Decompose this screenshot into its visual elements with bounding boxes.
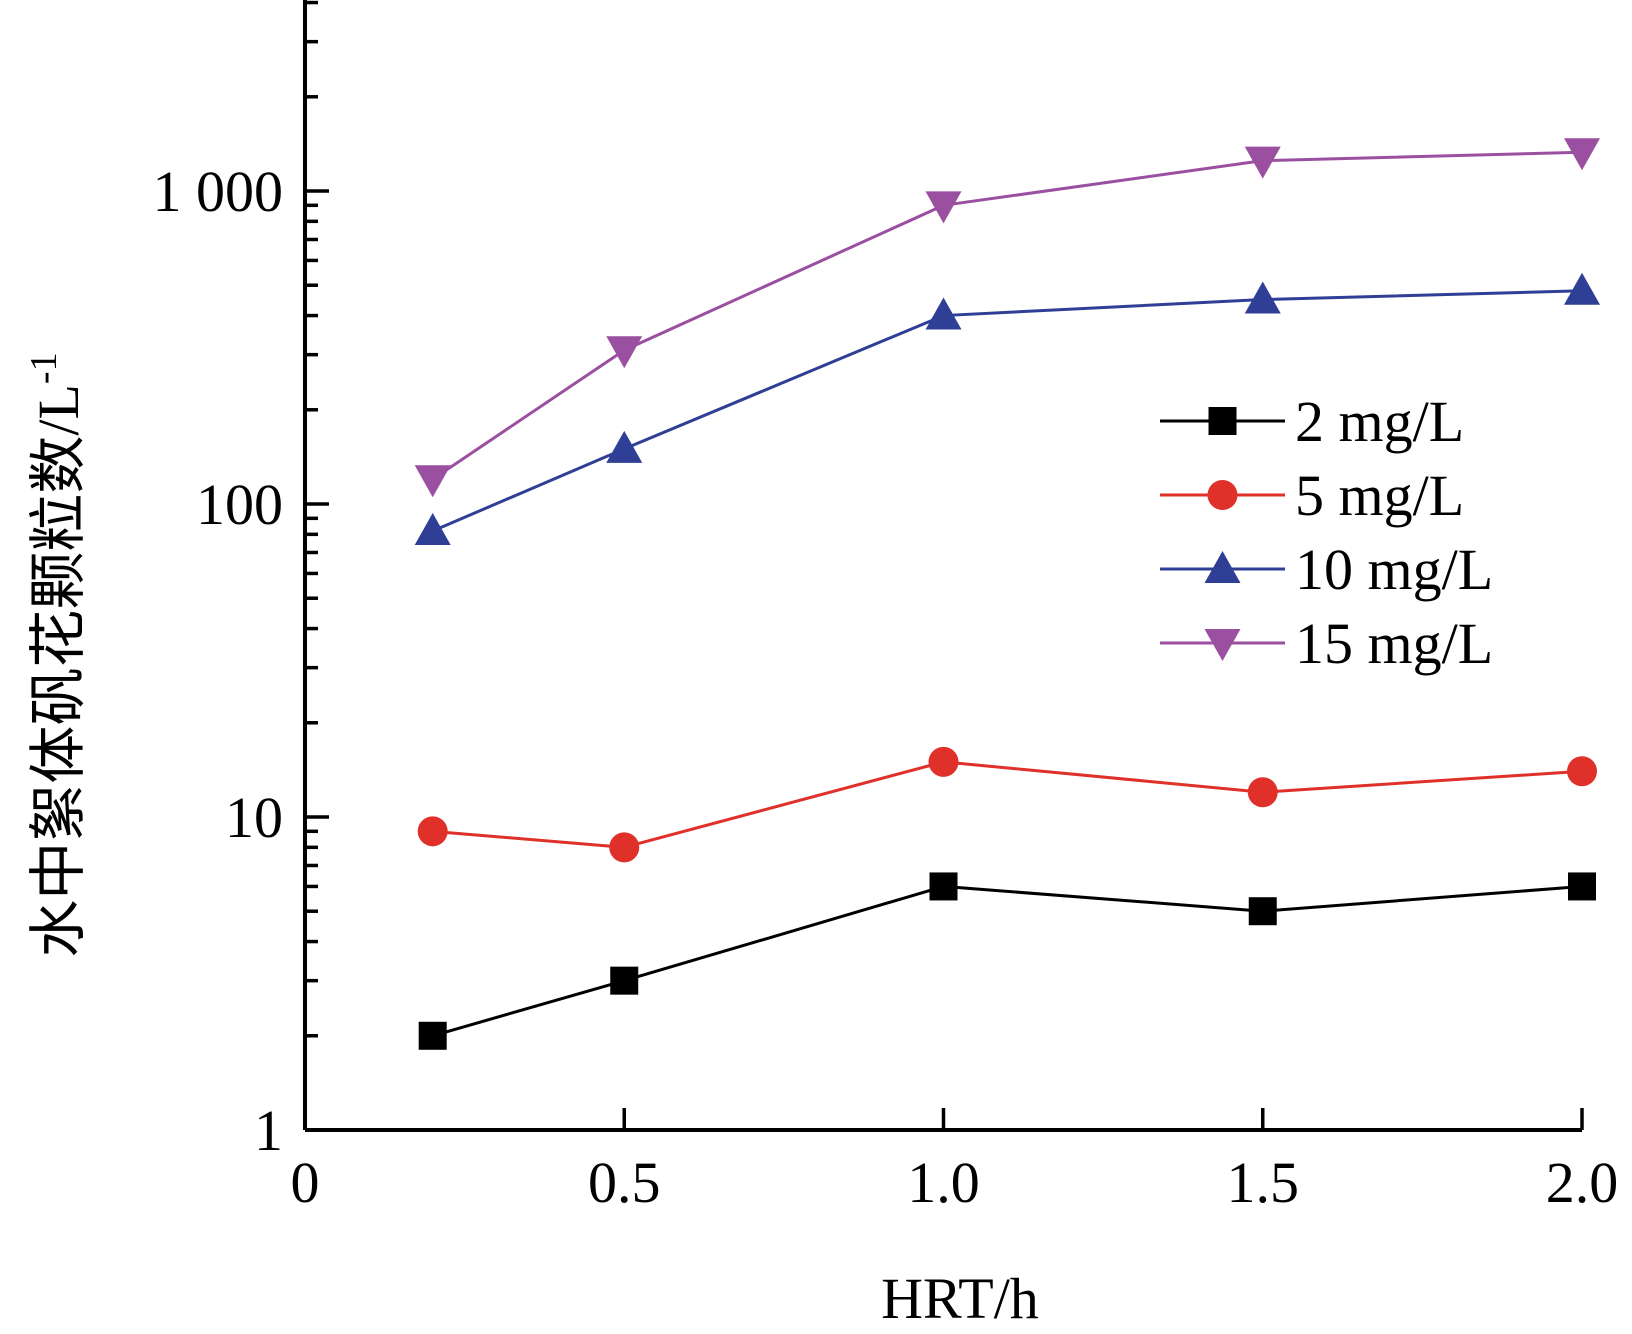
data-point-triangle-down — [925, 191, 962, 224]
data-point-triangle-up — [925, 297, 962, 330]
legend: 2 mg/L 5 mg/L 10 mg/L 15 mg/L — [1160, 389, 1493, 676]
data-point-triangle-down — [606, 336, 643, 369]
data-point-triangle-down — [1244, 146, 1281, 179]
legend-label: 2 mg/L — [1295, 389, 1464, 454]
y-tick-label: 100 — [196, 472, 283, 537]
y-axis-title: 水中絮体矾花颗粒数/L-1 — [23, 352, 91, 957]
x-tick-label: 1.5 — [1227, 1150, 1300, 1215]
data-point-circle — [1247, 777, 1278, 808]
legend-item: 2 mg/L — [1160, 389, 1464, 454]
series-line — [432, 760, 1583, 849]
series-15-mg-L — [414, 138, 1600, 498]
y-axis-title-superscript: -1 — [23, 352, 65, 384]
x-tick-label: 1.0 — [907, 1150, 980, 1215]
data-point-triangle-down — [1564, 138, 1600, 171]
y-axis-title-main: 水中絮体矾花颗粒数/L — [26, 384, 91, 958]
series-5-mg-L — [417, 746, 1597, 863]
data-point-square — [610, 966, 639, 995]
data-point-circle — [417, 816, 448, 847]
x-tick-label: 2.0 — [1546, 1150, 1619, 1215]
data-point-triangle-up — [1244, 281, 1281, 314]
legend-label: 10 mg/L — [1295, 537, 1493, 602]
data-point-triangle-up — [414, 512, 451, 545]
y-axis-title-group: 水中絮体矾花颗粒数/L-1 — [23, 352, 91, 957]
y-ticks: 1 10 100 1 000 — [153, 0, 329, 1163]
y-tick-label: 1 000 — [153, 159, 284, 224]
series-layer — [414, 138, 1600, 1050]
legend-item: 10 mg/L — [1160, 537, 1493, 602]
data-point-triangle-up — [1204, 551, 1241, 583]
data-point-triangle-up — [1564, 272, 1600, 305]
series-2-mg-L — [418, 872, 1596, 1050]
data-point-circle — [609, 832, 640, 863]
y-tick-label: 1 — [254, 1098, 283, 1163]
x-tick-label: 0 — [291, 1150, 320, 1215]
data-point-square — [1568, 872, 1596, 901]
x-tick-label: 0.5 — [588, 1150, 661, 1215]
legend-item: 5 mg/L — [1160, 463, 1464, 528]
legend-label: 15 mg/L — [1295, 611, 1493, 676]
series-10-mg-L — [414, 272, 1600, 545]
legend-item: 15 mg/L — [1160, 611, 1493, 676]
data-point-square — [1248, 897, 1277, 926]
x-ticks: 0 0.5 1.0 1.5 2.0 — [291, 1108, 1619, 1215]
series-line — [432, 884, 1583, 1038]
y-tick-label: 10 — [225, 785, 283, 850]
x-axis-title: HRT/h — [881, 1266, 1039, 1331]
data-point-triangle-up — [606, 430, 643, 463]
data-point-triangle-down — [1204, 629, 1241, 661]
data-point-circle — [1207, 480, 1238, 510]
data-point-square — [418, 1021, 447, 1050]
legend-label: 5 mg/L — [1295, 463, 1464, 528]
data-point-circle — [1567, 756, 1597, 787]
data-point-circle — [928, 746, 959, 777]
data-point-triangle-down — [414, 465, 451, 498]
data-point-square — [929, 872, 958, 901]
data-point-square — [1208, 407, 1237, 435]
